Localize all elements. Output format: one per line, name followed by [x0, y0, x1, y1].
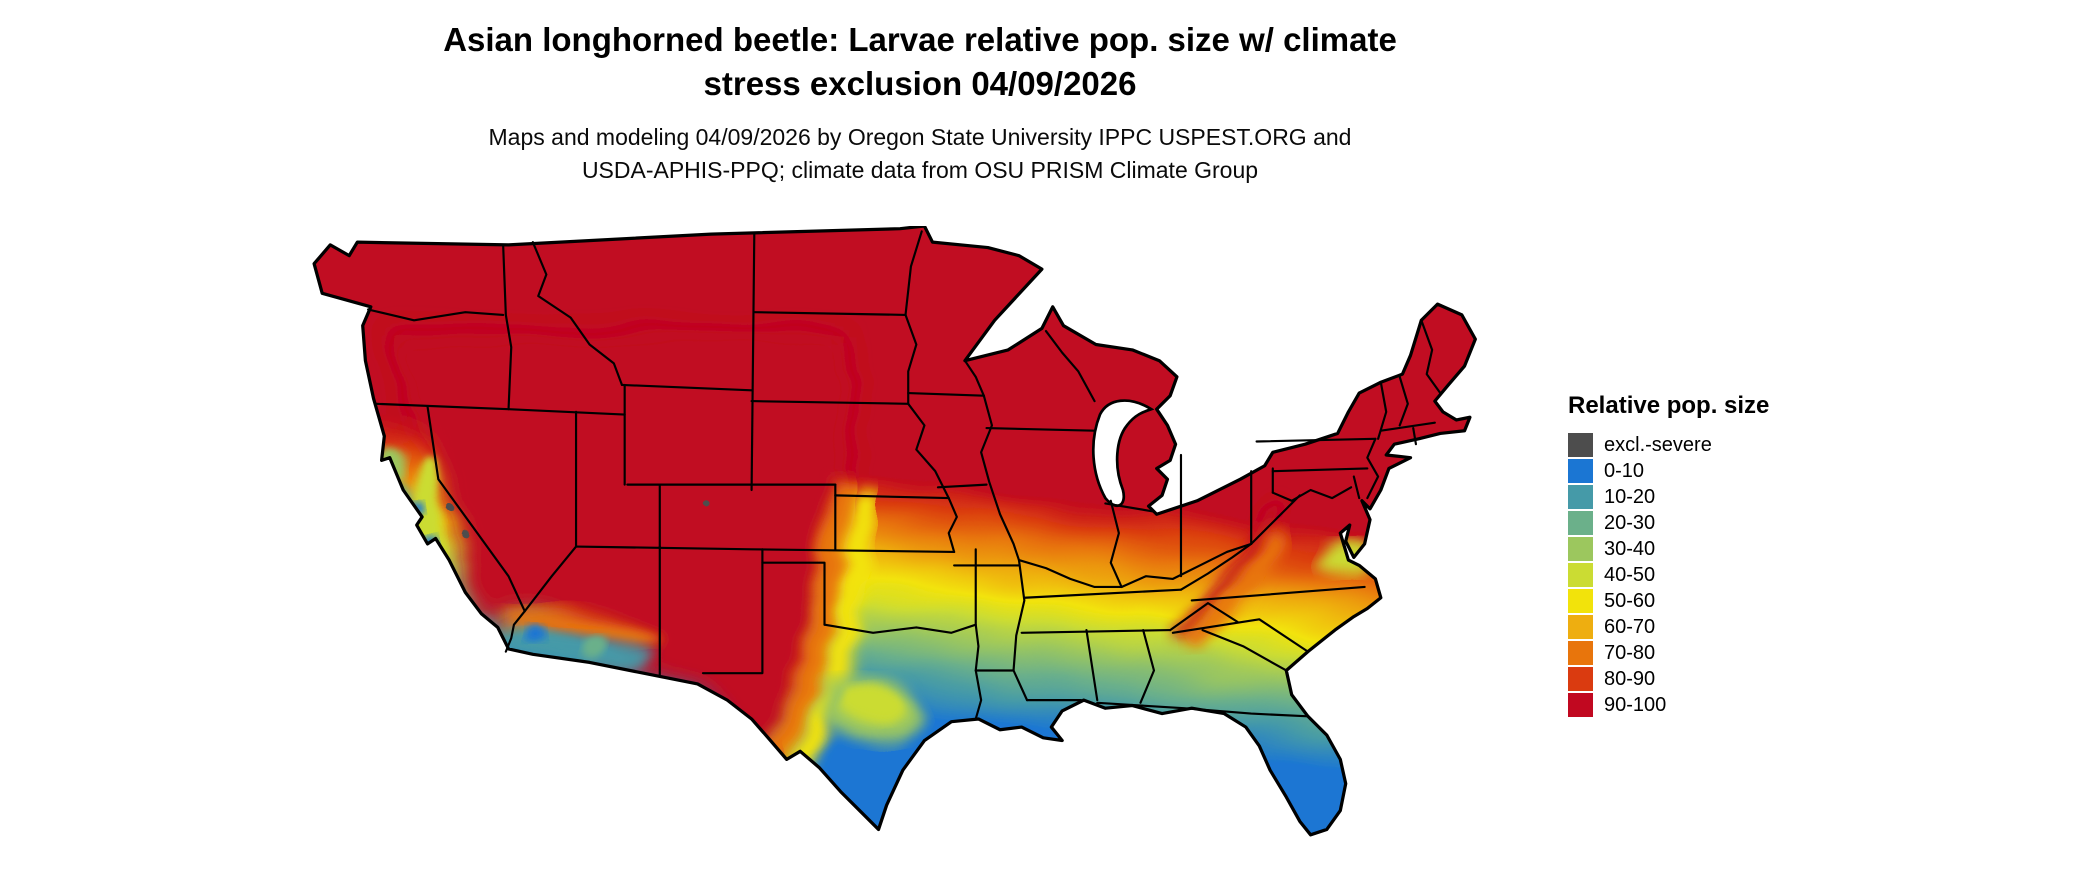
legend-swatch — [1568, 615, 1593, 639]
legend-swatch — [1568, 537, 1593, 561]
legend-row: 50-60 — [1568, 588, 1888, 614]
legend-row: excl.-severe — [1568, 432, 1888, 458]
legend-label: 0-10 — [1604, 460, 1645, 482]
subtitle-block: Maps and modeling 04/09/2026 by Oregon S… — [0, 121, 1840, 188]
legend-swatch — [1568, 589, 1593, 613]
map-title-line1: Asian longhorned beetle: Larvae relative… — [443, 21, 1397, 58]
legend-label: 70-80 — [1604, 642, 1656, 664]
legend-swatch — [1568, 511, 1593, 535]
legend-row: 90-100 — [1568, 692, 1888, 718]
legend-label: 50-60 — [1604, 590, 1656, 612]
legend-swatch — [1568, 693, 1593, 717]
legend-items: excl.-severe 0-10 10-20 20-30 30-40 40-50 50-6… — [1568, 432, 1888, 718]
legend-label: excl.-severe — [1604, 434, 1712, 456]
legend-swatch — [1568, 433, 1593, 457]
legend-swatch — [1568, 485, 1593, 509]
legend-label: 10-20 — [1604, 486, 1656, 508]
legend-swatch — [1568, 667, 1593, 691]
legend: Relative pop. size excl.-severe 0-10 10-20… — [1568, 392, 1888, 718]
us-outline — [312, 226, 1477, 837]
legend-swatch — [1568, 459, 1593, 483]
legend-label: 90-100 — [1604, 694, 1667, 716]
legend-row: 70-80 — [1568, 640, 1888, 666]
legend-label: 20-30 — [1604, 512, 1656, 534]
us-map — [306, 226, 1528, 886]
map-subtitle-line2: USDA-APHIS-PPQ; climate data from OSU PR… — [581, 157, 1259, 184]
legend-row: 40-50 — [1568, 562, 1888, 588]
legend-row: 0-10 — [1568, 458, 1888, 484]
legend-swatch — [1568, 641, 1593, 665]
legend-label: 30-40 — [1604, 538, 1656, 560]
us-map-svg — [312, 226, 1477, 837]
legend-label: 80-90 — [1604, 668, 1656, 690]
state-borders — [367, 230, 1442, 721]
title-block: Asian longhorned beetle: Larvae relative… — [0, 18, 1840, 188]
legend-row: 20-30 — [1568, 510, 1888, 536]
map-subtitle-line1: Maps and modeling 04/09/2026 by Oregon S… — [488, 124, 1352, 151]
legend-title: Relative pop. size — [1568, 392, 1770, 419]
legend-label: 40-50 — [1604, 564, 1656, 586]
legend-row: 10-20 — [1568, 484, 1888, 510]
map-title-line2: stress exclusion 04/09/2026 — [703, 64, 1137, 102]
legend-row: 80-90 — [1568, 666, 1888, 692]
legend-row: 30-40 — [1568, 536, 1888, 562]
legend-label: 60-70 — [1604, 616, 1656, 638]
legend-swatch — [1568, 563, 1593, 587]
legend-row: 60-70 — [1568, 614, 1888, 640]
